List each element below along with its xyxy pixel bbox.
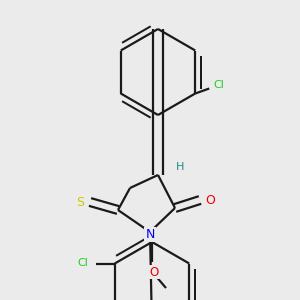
Text: N: N — [145, 227, 155, 241]
Text: O: O — [205, 194, 215, 206]
Text: Cl: Cl — [77, 259, 88, 269]
Text: S: S — [76, 196, 84, 208]
Text: Cl: Cl — [214, 80, 225, 91]
Text: H: H — [176, 162, 184, 172]
Text: O: O — [149, 266, 159, 278]
